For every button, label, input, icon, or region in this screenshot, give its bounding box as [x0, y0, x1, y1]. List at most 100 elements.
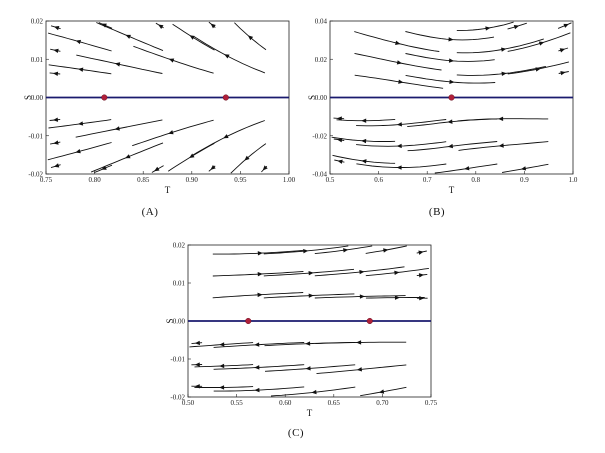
stream-arrowhead [448, 58, 455, 63]
streamlines [189, 245, 429, 397]
x-tick-label: 0.50 [182, 399, 195, 407]
stream-arrowhead [396, 165, 402, 170]
stream-arrowhead [535, 67, 541, 72]
stream-arrowhead [498, 116, 504, 121]
x-tick-label: 0.65 [328, 399, 341, 407]
stream-arrowhead [101, 165, 107, 170]
stream-arrowhead [257, 271, 263, 277]
stream-arrowhead [485, 26, 491, 31]
stream-arrowhead [447, 119, 453, 124]
x-tick-label: 0.55 [230, 399, 243, 407]
stream-arrowhead [359, 269, 365, 275]
stream-arrowhead [337, 159, 343, 164]
x-tick-label: 0.9 [520, 176, 529, 184]
y-tick-label: -0.01 [170, 356, 185, 364]
y-tick-label: 0.01 [31, 56, 44, 64]
stream-arrowhead [336, 137, 343, 143]
panel-caption: (C) [288, 427, 304, 439]
stream-arrowhead [361, 118, 367, 123]
streamlines [47, 21, 268, 174]
stream-arrowhead [501, 71, 507, 76]
stream-arrowhead [356, 340, 362, 345]
stream-arrowhead [418, 273, 425, 278]
stream-arrowhead [501, 47, 507, 52]
stream-arrowhead [52, 71, 59, 76]
x-tick-label: 0.70 [376, 399, 389, 407]
y-tick-label: 0.04 [315, 18, 328, 26]
y-tick-label: 0.00 [31, 94, 44, 102]
x-tick-label: 0.80 [88, 176, 101, 184]
stream-arrowhead [449, 79, 455, 85]
fixed-point-marker [448, 94, 455, 101]
stream-arrowhead [383, 248, 389, 253]
stream-arrowhead [244, 155, 250, 161]
x-tick-label: 0.90 [186, 176, 199, 184]
x-tick-label: 0.8 [471, 176, 480, 184]
stream-arrowhead [257, 251, 263, 256]
stream-arrowhead [308, 293, 314, 298]
stream-arrowhead [52, 117, 59, 122]
y-tick-label: -0.02 [312, 132, 327, 140]
stream-arrowhead [464, 166, 470, 171]
x-tick-label: 0.85 [137, 176, 150, 184]
stream-arrowhead [168, 58, 175, 63]
stream-arrowhead [78, 67, 84, 72]
stream-arrowhead [75, 39, 82, 45]
stream-arrowhead [395, 40, 401, 45]
stream-arrowhead [254, 365, 260, 370]
stream-arrowhead [257, 292, 263, 298]
stream-arrowhead [396, 60, 403, 65]
x-axis-label: T [165, 185, 171, 195]
stream-arrowhead [361, 138, 367, 144]
stream-arrowhead [513, 24, 520, 30]
y-tick-label: 0.01 [173, 280, 186, 288]
stream-arrowhead [448, 37, 454, 42]
stream-arrowhead [168, 130, 174, 135]
fixed-point-marker [366, 317, 373, 325]
stream-arrowhead [396, 143, 402, 149]
stream-arrowhead [398, 79, 404, 84]
stream-arrowhead [125, 154, 131, 159]
stream-arrowhead [53, 163, 60, 168]
x-axis-label: T [449, 185, 455, 195]
panel-caption: (B) [429, 206, 445, 218]
stream-arrowhead [308, 270, 314, 276]
stream-arrowhead [189, 153, 195, 158]
stream-arrowhead [158, 24, 164, 29]
stream-arrowhead [77, 121, 84, 126]
y-axis-label: S [307, 95, 317, 100]
y-tick-label: -0.02 [170, 394, 185, 402]
stream-plot-panel-2: 0.5 0.6 0.7 0.8 0.9 1.0 -0.04 -0.02 0.00 0.02 0.04… [307, 18, 578, 219]
stream-arrowhead [194, 340, 201, 346]
stream-arrowhead [343, 248, 349, 253]
x-tick-label: 0.75 [425, 399, 438, 407]
stream-arrowhead [125, 34, 131, 39]
y-tick-label: -0.02 [28, 171, 43, 179]
x-tick-label: 0.60 [279, 399, 292, 407]
x-axis-label: T [307, 408, 313, 418]
stream-arrowhead [247, 35, 254, 41]
stream-arrowhead [223, 134, 229, 139]
stream-arrowhead [311, 389, 317, 395]
stream-arrowhead [305, 341, 311, 346]
stream-arrowhead [262, 165, 268, 171]
stream-arrowhead [378, 389, 385, 394]
y-tick-label: 0.02 [315, 56, 328, 64]
y-axis-label: S [23, 95, 33, 100]
fixed-point-marker [222, 94, 229, 101]
stream-arrowhead [418, 250, 424, 255]
fixed-point-marker [245, 317, 252, 325]
stream-arrowhead [53, 48, 59, 54]
y-axis-label: S [165, 318, 175, 323]
stream-arrowhead [53, 140, 59, 145]
x-tick-label: 1.00 [283, 176, 296, 184]
stream-arrowhead [419, 295, 425, 301]
x-tick-label: 0.6 [374, 176, 383, 184]
stream-arrowhead [498, 143, 504, 148]
streamline [194, 36, 266, 74]
stream-arrowhead [563, 23, 569, 28]
x-tick-label: 0.75 [40, 176, 53, 184]
fixed-point-marker [101, 94, 108, 101]
stream-arrowhead [75, 149, 81, 154]
y-tick-label: -0.01 [28, 132, 43, 140]
